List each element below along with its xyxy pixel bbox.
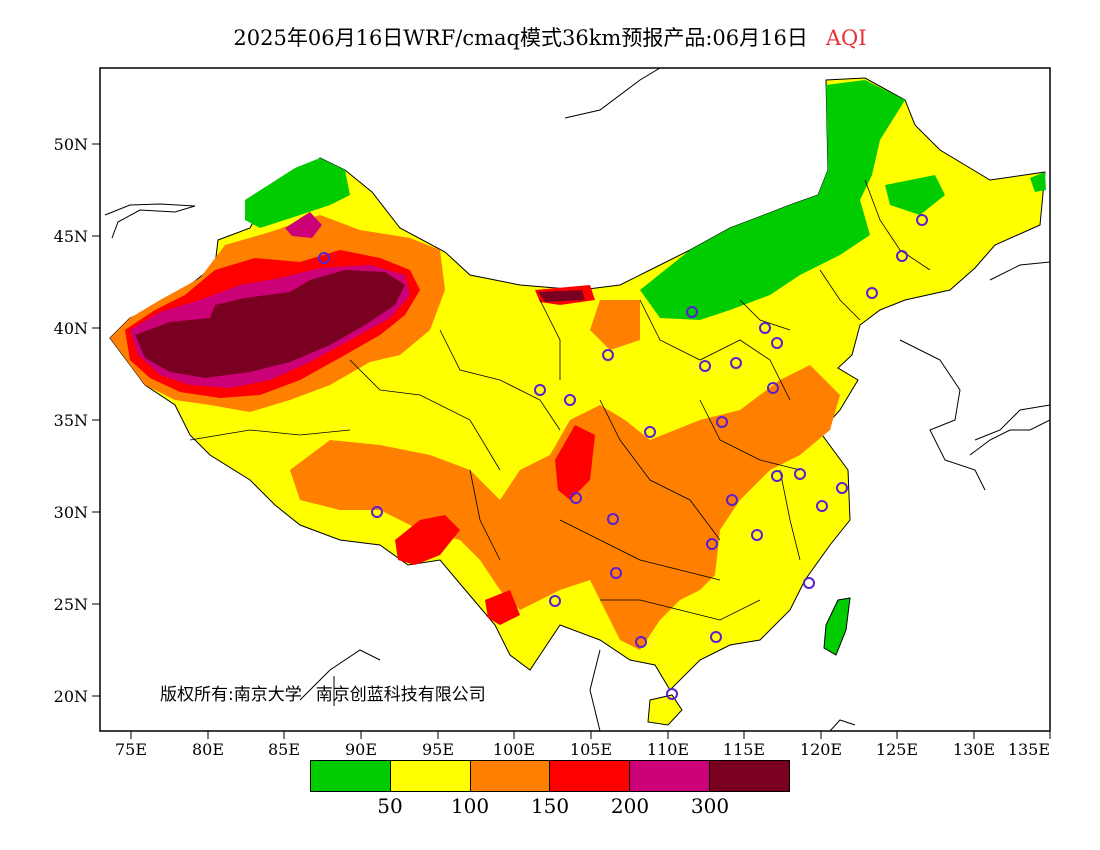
lon-label: 85E	[268, 740, 300, 759]
colorbar-label: 150	[530, 794, 570, 818]
city-marker	[549, 595, 561, 607]
city-marker	[716, 416, 728, 428]
title-text: 2025年06月16日WRF/cmaq模式36km预报产品:06月16日	[233, 26, 808, 50]
lat-label: 25N	[54, 595, 88, 614]
colorbar-segment	[550, 761, 631, 791]
province-borders	[189, 179, 931, 621]
x-axis-labels: 75E 80E 85E 90E 95E 100E 105E 110E 115E …	[115, 740, 1050, 759]
lat-label: 35N	[54, 411, 88, 430]
y-axis-labels: 50N 45N 40N 35N 30N 25N 20N	[54, 135, 88, 706]
city-marker	[602, 349, 614, 361]
city-marker	[371, 506, 383, 518]
orange-tibet	[290, 365, 840, 650]
city-marker	[726, 494, 738, 506]
city-marker	[607, 513, 619, 525]
city-markers	[318, 214, 928, 700]
city-marker	[751, 529, 763, 541]
colorbar-segment	[311, 761, 391, 791]
lon-label: 110E	[647, 740, 689, 759]
city-marker	[686, 306, 698, 318]
lon-label: 80E	[192, 740, 224, 759]
lat-label: 50N	[54, 135, 88, 154]
city-marker	[564, 394, 576, 406]
map-title: 2025年06月16日WRF/cmaq模式36km预报产品:06月16日 AQI	[0, 22, 1100, 52]
city-marker	[730, 357, 742, 369]
orange-west-china	[590, 300, 640, 350]
city-marker	[610, 567, 622, 579]
lon-label: 115E	[723, 740, 765, 759]
map-content	[104, 68, 1050, 731]
magenta-north	[285, 212, 322, 238]
city-marker	[771, 337, 783, 349]
maroon-taklamakan	[135, 270, 405, 378]
city-marker	[635, 636, 647, 648]
colorbar-labels: 50 100 150 200 300	[310, 794, 790, 820]
lat-label: 20N	[54, 687, 88, 706]
aqi-colorbar	[310, 760, 790, 792]
city-marker	[896, 250, 908, 262]
colorbar-segment	[710, 761, 789, 791]
colorbar-label: 50	[377, 794, 403, 818]
city-marker	[767, 382, 779, 394]
lon-label: 120E	[800, 740, 842, 759]
coastlines	[104, 68, 1050, 731]
green-patch-east	[1030, 172, 1046, 192]
colorbar-label: 300	[690, 794, 730, 818]
lat-label: 40N	[54, 319, 88, 338]
lon-label: 100E	[493, 740, 535, 759]
colorbar-segment	[470, 761, 551, 791]
copyright-owner-university: 版权所有:南京大学	[160, 685, 302, 705]
colorbar-segment	[630, 761, 711, 791]
hainan-island	[647, 694, 683, 726]
city-marker	[794, 468, 806, 480]
lat-label: 45N	[54, 227, 88, 246]
lon-label: 105E	[570, 740, 612, 759]
lon-label: 90E	[345, 740, 377, 759]
red-tibet-east	[395, 515, 460, 565]
lon-label: 125E	[876, 740, 918, 759]
city-marker	[710, 631, 722, 643]
city-marker	[759, 322, 771, 334]
colorbar-label: 200	[610, 794, 650, 818]
city-marker	[836, 482, 848, 494]
lon-label: 75E	[115, 740, 147, 759]
red-yunnan	[485, 590, 520, 625]
city-marker	[318, 252, 330, 264]
colorbar-segment	[390, 761, 471, 791]
city-marker	[816, 500, 828, 512]
map-frame	[99, 67, 1051, 732]
tick-marks	[92, 143, 1051, 739]
city-marker	[699, 360, 711, 372]
maroon-gansu	[538, 290, 585, 302]
green-patch-ne	[885, 175, 945, 215]
copyright-notice: 版权所有:南京大学 南京创蓝科技有限公司	[160, 680, 486, 705]
city-marker	[570, 492, 582, 504]
city-marker	[866, 287, 878, 299]
city-marker	[706, 538, 718, 550]
lon-label: 135E	[1008, 740, 1050, 759]
city-marker	[534, 384, 546, 396]
city-marker	[803, 577, 815, 589]
green-northeast	[640, 80, 905, 320]
copyright-owner-company: 南京创蓝科技有限公司	[315, 685, 486, 705]
taiwan-island	[823, 597, 851, 656]
green-northwest	[245, 158, 350, 228]
lat-label: 30N	[54, 503, 88, 522]
city-marker	[644, 426, 656, 438]
lon-label: 130E	[953, 740, 995, 759]
colorbar-label: 100	[450, 794, 490, 818]
city-marker	[771, 470, 783, 482]
red-sichuan	[555, 425, 595, 500]
city-marker	[666, 688, 678, 700]
lon-label: 95E	[422, 740, 454, 759]
variable-label: AQI	[825, 26, 867, 50]
city-marker	[916, 214, 928, 226]
